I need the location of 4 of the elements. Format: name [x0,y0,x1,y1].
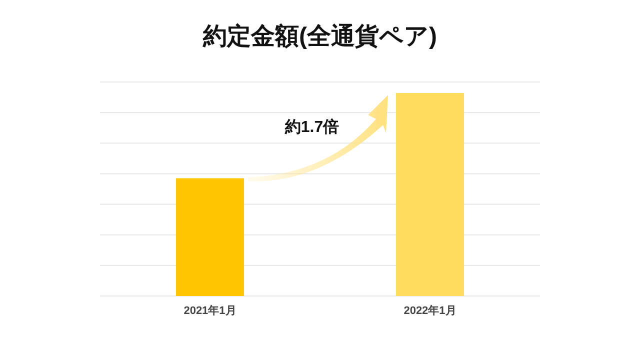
x-tick-label: 2021年1月 [184,304,236,317]
x-tick-label: 2022年1月 [404,304,456,317]
annotation: 約1.7倍 [284,118,340,136]
chart-title: 約定金額(全通貨ペア) [202,23,437,50]
